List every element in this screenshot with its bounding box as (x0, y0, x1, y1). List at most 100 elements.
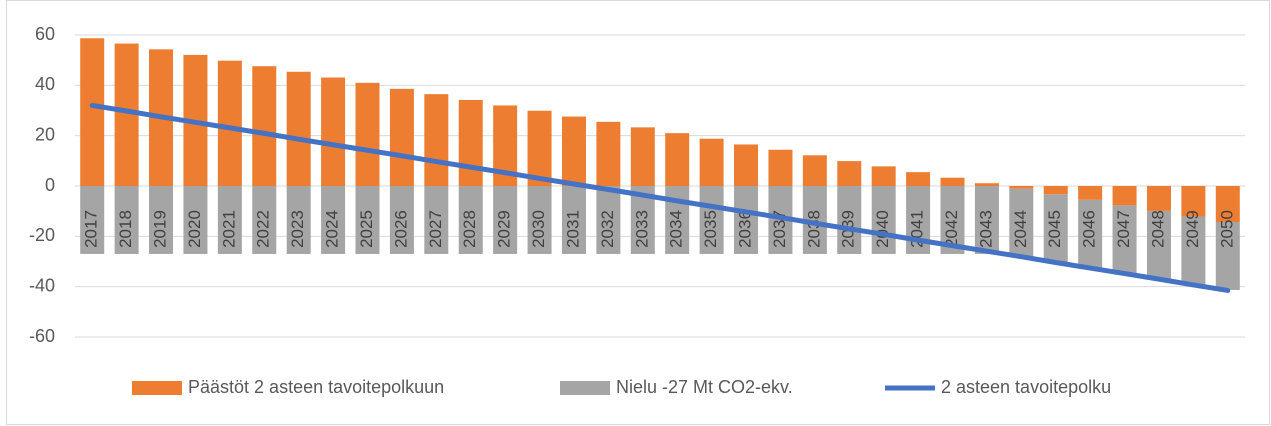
bar (1078, 186, 1103, 200)
x-tick-label: 2025 (357, 210, 376, 248)
bar (768, 149, 793, 186)
y-tick-label: 0 (45, 175, 55, 195)
bar (355, 186, 380, 254)
bar (80, 38, 105, 186)
bar (149, 186, 174, 254)
bar (286, 186, 311, 254)
x-tick-label: 2034 (667, 210, 686, 248)
x-tick-label: 2036 (736, 210, 755, 248)
bar (699, 186, 724, 254)
bar (355, 82, 380, 186)
y-tick-label: -60 (29, 326, 55, 346)
bar (493, 186, 518, 254)
bar (1215, 221, 1240, 290)
y-tick-label: -40 (29, 275, 55, 295)
bar (1009, 186, 1034, 189)
x-tick-label: 2047 (1114, 210, 1133, 248)
bar (974, 186, 999, 254)
x-tick-label: 2026 (391, 210, 410, 248)
x-tick-label: 2043 (976, 210, 995, 248)
bar (1146, 210, 1171, 279)
bar (561, 186, 586, 254)
legend-swatch (132, 381, 182, 395)
bar (1043, 194, 1068, 263)
bar (80, 186, 105, 254)
bar (837, 186, 862, 254)
x-tick-label: 2049 (1183, 210, 1202, 248)
x-tick-label: 2032 (598, 210, 617, 248)
legend-swatch (560, 381, 610, 395)
x-tick-label: 2029 (495, 210, 514, 248)
x-tick-label: 2024 (323, 210, 342, 248)
bar (424, 186, 449, 254)
x-tick-label: 2020 (185, 210, 204, 248)
bar (183, 186, 208, 254)
bar (734, 144, 759, 186)
bar (321, 77, 346, 186)
x-tick-label: 2042 (942, 210, 961, 248)
x-tick-label: 2048 (1148, 210, 1167, 248)
bar (665, 133, 690, 186)
bar (802, 155, 827, 186)
x-tick-label: 2050 (1217, 210, 1236, 248)
bar (389, 88, 414, 186)
bar (1043, 186, 1068, 195)
bar (458, 186, 483, 254)
legend-label: 2 asteen tavoitepolku (941, 377, 1111, 397)
x-tick-label: 2017 (82, 210, 101, 248)
bar (940, 177, 965, 186)
bar (596, 186, 621, 254)
bar (424, 94, 449, 186)
bar (734, 186, 759, 254)
bar (252, 66, 277, 186)
bar (527, 110, 552, 186)
legend-label: Päästöt 2 asteen tavoitepolkuun (188, 377, 444, 397)
bar (1181, 186, 1206, 217)
bar (1009, 188, 1034, 257)
x-tick-label: 2031 (563, 210, 582, 248)
bar (699, 138, 724, 186)
x-tick-label: 2040 (873, 210, 892, 248)
bar (1112, 205, 1137, 274)
x-tick-label: 2033 (632, 210, 651, 248)
bar (871, 166, 896, 186)
bar (630, 127, 655, 186)
x-tick-label: 2021 (219, 210, 238, 248)
x-tick-label: 2045 (1045, 210, 1064, 248)
bar (114, 186, 139, 254)
x-tick-label: 2028 (460, 210, 479, 248)
bar (837, 161, 862, 186)
bar (252, 186, 277, 254)
bar (458, 99, 483, 186)
bar (527, 186, 552, 254)
legend-label: Nielu -27 Mt CO2-ekv. (616, 377, 793, 397)
x-tick-label: 2030 (529, 210, 548, 248)
y-tick-label: 20 (35, 124, 55, 144)
bar (1215, 186, 1240, 222)
x-tick-label: 2023 (288, 210, 307, 248)
x-tick-label: 2022 (254, 210, 273, 248)
x-tick-label: 2038 (804, 210, 823, 248)
x-tick-label: 2035 (701, 210, 720, 248)
bar (596, 121, 621, 186)
bar (1112, 186, 1137, 206)
bar (217, 186, 242, 254)
x-tick-label: 2046 (1080, 210, 1099, 248)
x-tick-label: 2018 (116, 210, 135, 248)
bar (321, 186, 346, 254)
bar (906, 172, 931, 186)
bar (1181, 216, 1206, 285)
y-tick-label: 60 (35, 24, 55, 44)
bar (217, 60, 242, 186)
line-series (89, 102, 1231, 293)
bar (389, 186, 414, 254)
x-tick-label: 2027 (426, 210, 445, 248)
y-tick-label: -20 (29, 225, 55, 245)
bar (286, 71, 311, 186)
bar (1146, 186, 1171, 211)
bar (871, 186, 896, 254)
x-tick-label: 2044 (1011, 210, 1030, 248)
bar (1078, 199, 1103, 268)
y-tick-label: 40 (35, 74, 55, 94)
